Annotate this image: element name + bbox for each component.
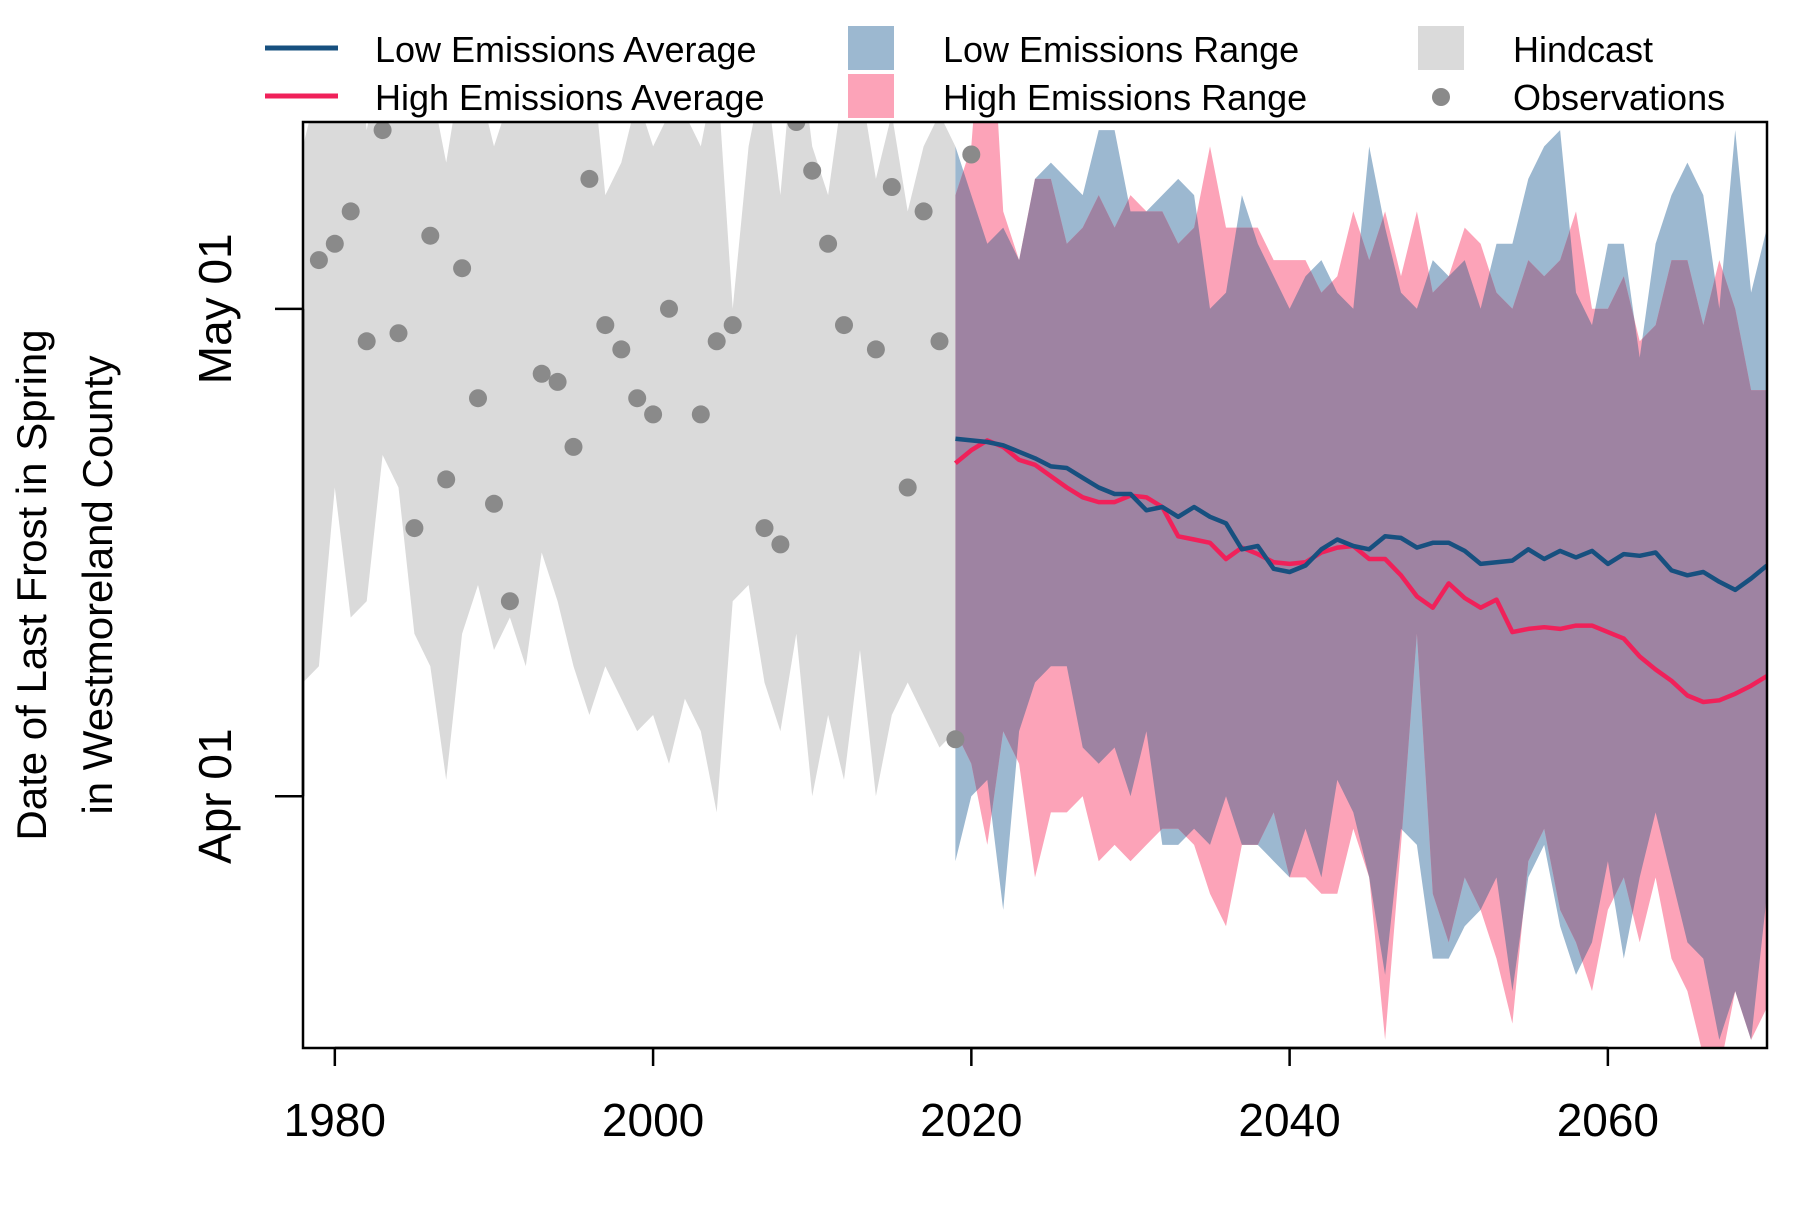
legend-low-range-label: Low Emissions Range [943,29,1299,70]
x-tick-label: 2000 [602,1094,704,1146]
overlap-range [955,130,1767,1040]
observation-point [596,316,615,335]
observation-point [580,169,599,188]
y-axis-title-line2: in Westmoreland County [74,355,121,814]
observation-point [357,332,376,351]
observation-point [564,437,583,456]
legend-high-range-label: High Emissions Range [943,77,1307,118]
legend-observations-label: Observations [1513,77,1725,118]
y-axis-title-line1: Date of Last Frost in Spring [8,329,55,840]
chart-legend: Low Emissions Average High Emissions Ave… [265,26,1725,118]
legend-hindcast-label: Hindcast [1513,29,1653,70]
observation-point [882,178,901,196]
legend-hindcast-swatch [1418,26,1464,70]
observation-point [405,519,424,538]
observation-point [707,332,726,351]
observation-point [755,519,774,538]
y-tick-label: Apr 01 [189,728,241,864]
low-emissions-average-line [955,436,1767,593]
plot-area [303,122,1767,1048]
observation-point [548,372,567,391]
observation-point [628,389,647,408]
legend-high-average-label: High Emissions Average [375,77,765,118]
legend-low-average-label: Low Emissions Average [375,29,757,70]
observation-point [485,494,503,513]
observation-point [771,535,790,554]
high-emissions-average-line [953,438,1767,705]
observation-point [660,299,678,318]
x-tick-label: 2020 [920,1094,1022,1146]
observation-point [469,389,487,408]
observation-point [373,122,392,140]
observation-point [819,234,838,253]
observation-point [787,122,806,131]
observation-point [309,251,328,270]
y-tick-label: May 01 [189,233,241,384]
observation-point [930,332,949,351]
observation-point [437,470,456,489]
observation-point [723,316,742,335]
legend-high-range-swatch [848,74,894,118]
observation-point [866,340,885,359]
observation-point [803,161,822,180]
x-tick-label: 1980 [284,1094,386,1146]
observation-point [325,234,344,253]
observation-point [962,145,981,164]
observation-point [946,730,965,749]
observation-point [691,405,710,424]
observation-point [453,259,472,278]
observation-point [389,324,408,343]
observation-point [898,478,917,497]
observation-point [421,226,440,245]
hindcast-band [303,122,956,813]
observation-point [341,202,360,221]
observation-point [612,340,631,359]
legend-low-range-swatch [848,26,894,70]
observation-point [644,405,663,424]
observation-point [835,316,853,335]
observation-point [500,592,519,611]
observation-point [532,364,551,383]
observation-point [914,202,933,221]
axes: 1980 2000 2020 2040 2060 Apr 01 May 01 [189,233,1659,1146]
x-tick-label: 2060 [1557,1094,1659,1146]
legend-observations-swatch [1432,88,1450,106]
x-tick-label: 2040 [1238,1094,1340,1146]
